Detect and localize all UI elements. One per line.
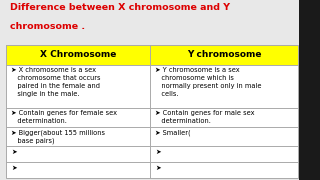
Bar — [6, 45, 298, 178]
Text: ➤ Contain genes for female sex
   determination.: ➤ Contain genes for female sex determina… — [11, 110, 117, 124]
Text: Difference between X chromosome and Y: Difference between X chromosome and Y — [10, 3, 230, 12]
Bar — [6, 45, 298, 178]
Text: ➤: ➤ — [155, 165, 161, 170]
Text: X Chromosome: X Chromosome — [40, 50, 116, 59]
Text: ➤ Smaller(: ➤ Smaller( — [155, 129, 191, 136]
Text: ➤ Y chromosome is a sex
   chromosome which is
   normally present only in male
: ➤ Y chromosome is a sex chromosome which… — [155, 67, 262, 97]
Bar — [299, 0, 320, 180]
Text: ➤: ➤ — [155, 149, 161, 155]
Text: ➤: ➤ — [11, 165, 17, 170]
Text: ➤ X chromosome is a sex
   chromosome that occurs
   paired in the female and
  : ➤ X chromosome is a sex chromosome that … — [11, 67, 101, 97]
Bar — [150, 45, 298, 65]
Text: ➤ Bigger(about 155 millions
   base pairs): ➤ Bigger(about 155 millions base pairs) — [11, 129, 105, 144]
Bar — [6, 45, 150, 65]
Text: chromosome .: chromosome . — [10, 22, 85, 31]
Text: ➤: ➤ — [11, 149, 17, 155]
Text: ➤ Contain genes for male sex
   determination.: ➤ Contain genes for male sex determinati… — [155, 110, 255, 124]
Text: Y chromosome: Y chromosome — [187, 50, 261, 59]
